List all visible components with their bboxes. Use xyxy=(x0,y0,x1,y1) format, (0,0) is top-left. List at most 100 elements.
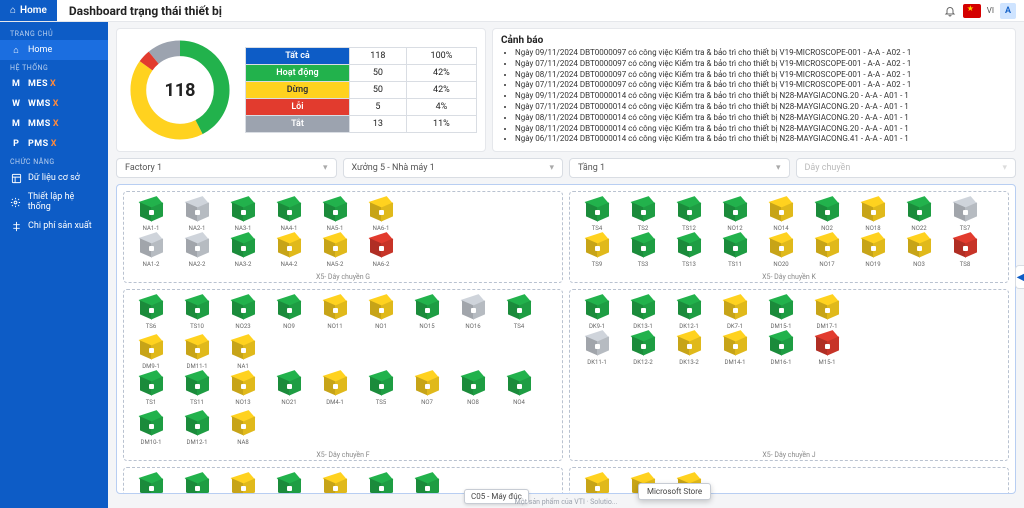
alert-item[interactable]: Ngày 09/11/2024 DBT0000014 có công việc … xyxy=(515,91,1007,102)
equipment-item[interactable]: DK13-2 xyxy=(668,330,710,366)
equipment-item[interactable]: TS11 xyxy=(714,232,756,268)
equipment-item[interactable]: DK7-1 xyxy=(714,294,756,330)
equipment-item[interactable]: TS8 xyxy=(944,232,986,268)
equipment-item[interactable]: NO8 xyxy=(452,370,494,406)
equipment-item[interactable]: NA4-2 xyxy=(268,232,310,268)
equipment-item[interactable]: TS9 xyxy=(576,232,618,268)
equipment-item[interactable]: NO14 xyxy=(760,196,802,232)
equipment-item[interactable]: NA5-2 xyxy=(314,232,356,268)
filter-select-2[interactable]: Tầng 1▾ xyxy=(569,158,790,178)
avatar[interactable]: A xyxy=(1000,3,1016,19)
equipment-item[interactable]: DK14-1 xyxy=(576,472,618,494)
equipment-item[interactable]: NO22 xyxy=(898,196,940,232)
equipment-item[interactable]: DM17-1 xyxy=(806,294,848,330)
equipment-item[interactable]: NO2 xyxy=(806,196,848,232)
equipment-item[interactable]: NO20 xyxy=(760,232,802,268)
equipment-item[interactable]: TS13 xyxy=(668,232,710,268)
alert-item[interactable]: Ngày 06/11/2024 DBT0000014 có công việc … xyxy=(515,134,1007,145)
filter-select-1[interactable]: Xưởng 5 - Nhà máy 1▾ xyxy=(343,158,564,178)
equipment-item[interactable]: NO7 xyxy=(406,370,448,406)
equipment-item[interactable]: TS7 xyxy=(944,196,986,232)
equipment-item[interactable]: NO3 xyxy=(898,232,940,268)
equipment-item[interactable]: NA1-1 xyxy=(130,196,172,232)
equipment-item[interactable]: NA6-2 xyxy=(360,232,402,268)
alert-item[interactable]: Ngày 08/11/2024 DBT0000097 có công việc … xyxy=(515,70,1007,81)
equipment-item[interactable]: TS1 xyxy=(130,370,172,406)
sidebar-item-func-2[interactable]: Chi phí sản xuất xyxy=(0,216,108,236)
sidebar-item-func-0[interactable]: Dữ liệu cơ sở xyxy=(0,168,108,188)
equipment-item[interactable]: DK12-1 xyxy=(668,294,710,330)
equipment-item[interactable]: DK9-1 xyxy=(576,294,618,330)
equipment-item[interactable]: NA1 xyxy=(222,334,264,370)
equipment-item[interactable]: DM11-1 xyxy=(176,334,218,370)
lang-label[interactable]: VI xyxy=(987,6,994,15)
notifications-icon[interactable] xyxy=(943,4,957,18)
equipment-item[interactable]: DM14-1 xyxy=(714,330,756,366)
equipment-item[interactable]: DM8-1 xyxy=(314,472,356,494)
equipment-item[interactable]: NA6-1 xyxy=(360,196,402,232)
equipment-item[interactable]: NO13 xyxy=(222,370,264,406)
equipment-item[interactable]: NO12 xyxy=(714,196,756,232)
equipment-item[interactable]: TS3 xyxy=(622,232,664,268)
equipment-item[interactable]: DM2-1 xyxy=(130,472,172,494)
equipment-item[interactable]: TS2 xyxy=(622,196,664,232)
equipment-item[interactable]: DM16-1 xyxy=(760,330,802,366)
sidebar-item-mms[interactable]: MMMSX xyxy=(0,114,108,134)
equipment-item[interactable]: DK13-1 xyxy=(622,294,664,330)
equipment-item[interactable]: NO23 xyxy=(222,294,264,330)
equipment-item[interactable]: NA1-2 xyxy=(130,232,172,268)
equipment-item[interactable]: NA5-1 xyxy=(314,196,356,232)
equipment-item[interactable]: NA2-1 xyxy=(176,196,218,232)
equipment-item[interactable]: NO16 xyxy=(452,294,494,330)
equipment-item[interactable]: NA2-2 xyxy=(176,232,218,268)
equipment-item[interactable]: DK11-1 xyxy=(576,330,618,366)
sidebar-item-func-1[interactable]: Thiết lập hệ thống xyxy=(0,188,108,216)
equipment-item[interactable]: DM12-1 xyxy=(176,410,218,446)
sidebar-item-mes[interactable]: MMESX xyxy=(0,74,108,94)
equipment-item[interactable]: TS11 xyxy=(176,370,218,406)
flag-icon[interactable] xyxy=(963,4,981,18)
equipment-item[interactable]: TS5 xyxy=(360,370,402,406)
equipment-item[interactable]: TS4 xyxy=(576,196,618,232)
equipment-item[interactable]: NO19 xyxy=(852,232,894,268)
sidebar-item-pms[interactable]: PPMSX xyxy=(0,134,108,154)
os-popup[interactable]: Microsoft Store xyxy=(638,483,711,500)
equipment-item[interactable]: DM1-1 xyxy=(406,472,448,494)
equipment-item[interactable]: DM10-1 xyxy=(130,410,172,446)
equipment-item[interactable]: NO11 xyxy=(314,294,356,330)
alert-item[interactable]: Ngày 08/11/2024 DBT0000014 có công việc … xyxy=(515,113,1007,124)
equipment-item[interactable]: DM9-1 xyxy=(130,334,172,370)
equipment-item[interactable]: M15-1 xyxy=(806,330,848,366)
equipment-item[interactable]: NO17 xyxy=(806,232,848,268)
alert-item[interactable]: Ngày 07/11/2024 DBT0000097 có công việc … xyxy=(515,59,1007,70)
sidebar-item-home[interactable]: ⌂ Home xyxy=(0,40,108,60)
equipment-item[interactable]: DM4-1 xyxy=(314,370,356,406)
equipment-item[interactable]: NA8 xyxy=(222,410,264,446)
home-tab[interactable]: ⌂ Home xyxy=(0,0,57,21)
equipment-item[interactable]: TS4 xyxy=(498,294,540,330)
equipment-item[interactable]: NA3-1 xyxy=(222,196,264,232)
equipment-item[interactable]: DM6-1 xyxy=(268,472,310,494)
alert-item[interactable]: Ngày 09/11/2024 DBT0000097 có công việc … xyxy=(515,48,1007,59)
alert-item[interactable]: Ngày 08/11/2024 DBT0000014 có công việc … xyxy=(515,124,1007,135)
drawer-pull-tab[interactable]: ◀ xyxy=(1015,265,1024,289)
equipment-item[interactable]: NO4 xyxy=(498,370,540,406)
equipment-item[interactable]: DM2-2 xyxy=(360,472,402,494)
equipment-item[interactable]: NO1 xyxy=(360,294,402,330)
equipment-item[interactable]: NA3-2 xyxy=(222,232,264,268)
equipment-item[interactable]: NO21 xyxy=(268,370,310,406)
equipment-item[interactable]: NO15 xyxy=(406,294,448,330)
sidebar-item-wms[interactable]: WWMSX xyxy=(0,94,108,114)
equipment-item[interactable]: TS10 xyxy=(176,294,218,330)
equipment-item[interactable]: NO9 xyxy=(268,294,310,330)
equipment-item[interactable]: DK12-2 xyxy=(622,330,664,366)
alert-item[interactable]: Ngày 07/11/2024 DBT0000014 có công việc … xyxy=(515,102,1007,113)
equipment-item[interactable]: DM1-1 xyxy=(222,472,264,494)
equipment-item[interactable]: DM15-1 xyxy=(760,294,802,330)
equipment-item[interactable]: NA4-1 xyxy=(268,196,310,232)
equipment-item[interactable]: DM7-1 xyxy=(176,472,218,494)
equipment-item[interactable]: TS12 xyxy=(668,196,710,232)
filter-select-0[interactable]: Factory 1▾ xyxy=(116,158,337,178)
equipment-item[interactable]: TS6 xyxy=(130,294,172,330)
equipment-item[interactable]: NO18 xyxy=(852,196,894,232)
